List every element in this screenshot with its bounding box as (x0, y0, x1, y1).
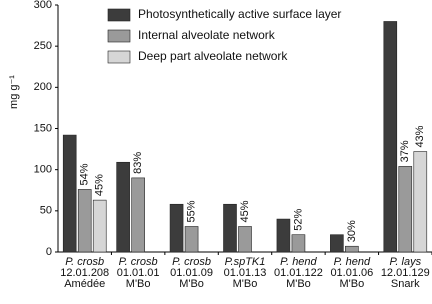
x-tick-label: Snark (391, 278, 420, 290)
percent-label: 45% (94, 174, 106, 196)
x-tick-label: P. lays (389, 256, 421, 268)
x-tick-label: P. hend (280, 256, 317, 268)
bar (276, 218, 291, 253)
legend-text: Photosynthetically active surface layer (138, 7, 341, 21)
x-tick-label: Amédée (64, 278, 105, 290)
percent-label: 55% (185, 200, 197, 222)
x-tick-label: P.spTK1 (225, 256, 266, 268)
percent-label: 54% (79, 163, 91, 185)
x-tick-label: M'Bo (233, 278, 258, 290)
bar (169, 203, 184, 253)
y-tick-label: 250 (34, 40, 52, 52)
bar (330, 234, 344, 253)
legend-text: Internal alveolate network (138, 28, 276, 42)
bar (291, 234, 306, 253)
bar (398, 166, 413, 253)
bar (92, 199, 107, 253)
x-tick-label: M'Bo (339, 278, 364, 290)
bar (223, 203, 237, 253)
bar (184, 226, 199, 253)
bar (116, 161, 130, 253)
legend-swatch (107, 50, 131, 64)
percent-label: 37% (399, 140, 411, 162)
x-tick-label: M'Bo (126, 278, 151, 290)
y-tick-label: 300 (34, 0, 52, 11)
x-tick-label: P. crosb (172, 256, 211, 268)
x-tick-label: P. hend (334, 256, 371, 268)
bar (131, 177, 145, 253)
y-tick-label: 50 (40, 205, 52, 217)
x-tick-label: 01.01.09 (170, 267, 213, 279)
percent-label: 52% (292, 208, 304, 230)
x-tick-label: 01.01.122 (274, 267, 323, 279)
x-tick-label: 12.01.129 (381, 267, 430, 279)
x-tick-label: 01.01.06 (330, 267, 373, 279)
percent-label: 30% (346, 220, 358, 242)
percent-label: 43% (414, 125, 426, 147)
x-tick-label: M'Bo (286, 278, 311, 290)
legend-swatch (107, 29, 131, 43)
percent-label: 45% (239, 200, 251, 222)
legend-swatch (107, 8, 131, 22)
y-tick-label: 0 (46, 246, 52, 258)
bar (62, 134, 77, 253)
y-tick-label: 100 (34, 164, 52, 176)
bar (413, 151, 428, 253)
x-tick-label: P. crosb (119, 256, 158, 268)
x-tick-label: 12.01.208 (60, 267, 109, 279)
y-axis-label: mg g⁻¹ (8, 75, 20, 109)
x-tick-label: M'Bo (179, 278, 204, 290)
y-tick-label: 200 (34, 81, 52, 93)
bar (238, 226, 252, 253)
legend-text: Deep part alveolate network (138, 49, 288, 63)
x-tick-label: 01.01.01 (117, 267, 160, 279)
x-tick-label: 01.01.13 (224, 267, 267, 279)
percent-label: 83% (132, 152, 144, 174)
bar (77, 189, 92, 253)
bar (383, 21, 398, 253)
x-tick-label: P. crosb (65, 256, 104, 268)
y-tick-label: 150 (34, 122, 52, 134)
bar (345, 245, 359, 253)
